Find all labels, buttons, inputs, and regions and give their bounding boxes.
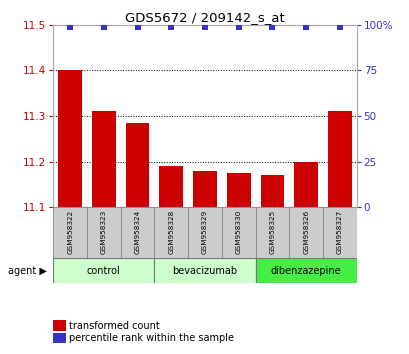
Bar (255, 258, 356, 283)
Text: dibenzazepine: dibenzazepine (270, 266, 341, 276)
Bar (92, 112, 115, 207)
Bar (87, 207, 120, 258)
Bar (260, 175, 283, 207)
Bar (53, 207, 87, 258)
Text: percentile rank within the sample: percentile rank within the sample (69, 333, 233, 343)
Text: transformed count: transformed count (69, 321, 159, 331)
Bar (294, 161, 317, 207)
Bar (226, 173, 250, 207)
Text: GSM958327: GSM958327 (336, 210, 342, 254)
Title: GDS5672 / 209142_s_at: GDS5672 / 209142_s_at (125, 11, 284, 24)
Text: GSM958324: GSM958324 (134, 210, 140, 254)
Text: GSM958328: GSM958328 (168, 210, 174, 254)
Bar (188, 207, 221, 258)
Bar (126, 123, 149, 207)
Text: GSM958322: GSM958322 (67, 210, 73, 254)
Text: GSM958329: GSM958329 (202, 210, 207, 254)
Bar (154, 258, 255, 283)
Text: agent ▶: agent ▶ (8, 266, 47, 276)
Bar (154, 207, 188, 258)
Bar (289, 207, 322, 258)
Bar (58, 70, 82, 207)
Bar (322, 207, 356, 258)
Bar (255, 207, 289, 258)
Bar (53, 258, 154, 283)
Text: GSM958325: GSM958325 (269, 210, 275, 254)
Bar (193, 171, 216, 207)
Text: GSM958326: GSM958326 (302, 210, 308, 254)
Text: bevacizumab: bevacizumab (172, 266, 237, 276)
Bar (120, 207, 154, 258)
Text: control: control (87, 266, 120, 276)
Text: GSM958330: GSM958330 (235, 210, 241, 254)
Text: GSM958323: GSM958323 (101, 210, 107, 254)
Bar (159, 166, 183, 207)
Bar (221, 207, 255, 258)
Bar (327, 112, 351, 207)
